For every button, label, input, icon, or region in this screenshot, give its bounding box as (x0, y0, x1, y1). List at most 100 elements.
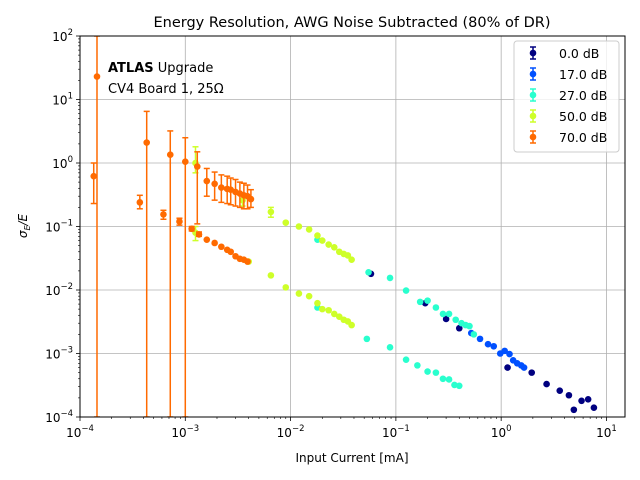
legend-marker-icon (529, 133, 537, 141)
y-label-sigma: σ (16, 230, 30, 238)
series-0-0-dB (367, 270, 598, 414)
data-point (424, 297, 431, 304)
data-point (570, 406, 578, 414)
data-point (314, 232, 321, 239)
legend-item: 17.0 dB (529, 67, 607, 82)
legend-label: 17.0 dB (559, 67, 607, 82)
data-point (365, 268, 372, 276)
series-17-0-dB (467, 329, 528, 371)
x-tick-label: 10−4 (66, 424, 94, 440)
data-point (195, 231, 203, 238)
data-point (402, 287, 410, 294)
data-point (452, 316, 460, 324)
data-point (181, 158, 189, 165)
legend-box (513, 40, 620, 153)
data-point (267, 208, 275, 216)
data-point (247, 195, 255, 203)
data-point (90, 172, 98, 180)
annotations: ATLAS Upgrade CV4 Board 1, 25Ω (108, 61, 224, 97)
data-point (439, 310, 447, 318)
data-point (455, 324, 463, 332)
data-point (414, 362, 421, 369)
data-point (504, 364, 511, 371)
data-point (578, 397, 585, 405)
data-point (93, 73, 101, 80)
legend-marker-icon (529, 49, 537, 57)
data-point (318, 305, 326, 313)
data-point (193, 163, 201, 170)
legend-label: 50.0 dB (559, 109, 607, 124)
data-point (305, 226, 313, 233)
y-axis-label: σE/E (16, 213, 32, 238)
data-point (136, 199, 144, 206)
data-point (218, 184, 225, 191)
x-tick-label: 10−1 (382, 424, 410, 440)
data-point (445, 376, 453, 383)
data-point (295, 290, 303, 297)
data-point (282, 219, 290, 226)
y-tick-label: 10−2 (45, 282, 73, 298)
data-point (543, 380, 550, 388)
data-point (386, 274, 394, 282)
legend-label: 70.0 dB (559, 130, 607, 145)
x-axis-label: Input Current [mA] (295, 451, 408, 465)
series-70-0-dB (90, 36, 255, 417)
data-point (348, 321, 355, 329)
data-point (282, 284, 290, 291)
data-point (506, 350, 513, 358)
data-point (325, 306, 332, 314)
data-point (455, 382, 463, 390)
data-point (584, 395, 592, 403)
data-point (348, 256, 355, 264)
x-tick-label: 100 (491, 424, 512, 440)
legend-item: 50.0 dB (529, 109, 607, 124)
annotation-board: CV4 Board 1, 25Ω (108, 82, 224, 97)
y-tick-label: 10−4 (45, 409, 73, 425)
annotation-atlas-text: Upgrade (154, 61, 214, 76)
x-tick-label: 10−3 (171, 424, 199, 440)
y-tick-label: 100 (52, 155, 73, 171)
y-label-tail: /E (16, 213, 30, 226)
axis-ticks: 10−4 10−3 10−2 10−1 100 101 102 101 100 10−1 10−2 1… (45, 28, 617, 440)
data-point (330, 244, 338, 251)
data-point (439, 375, 447, 383)
annotation-atlas-bold: ATLAS (108, 61, 154, 76)
data-point (565, 391, 573, 399)
legend-marker-icon (529, 112, 537, 120)
data-point (143, 139, 150, 146)
annotation-atlas: ATLAS Upgrade (108, 61, 213, 76)
data-point (227, 248, 235, 256)
data-point (556, 387, 564, 394)
data-point (318, 237, 326, 244)
data-point (325, 241, 332, 248)
series-layer (90, 36, 598, 417)
data-point (484, 340, 492, 348)
data-point (470, 331, 478, 338)
legend-item: 0.0 dB (529, 46, 599, 61)
data-point (295, 223, 303, 230)
data-point (330, 310, 338, 318)
data-point (445, 310, 453, 318)
data-point (424, 368, 431, 375)
chart-title: Energy Resolution, AWG Noise Subtracted … (154, 15, 551, 31)
data-point (176, 218, 183, 225)
x-tick-label: 101 (596, 424, 617, 440)
data-point (466, 322, 473, 330)
data-point (386, 344, 394, 351)
legend-item: 70.0 dB (529, 130, 607, 145)
data-point (203, 177, 211, 185)
data-point (520, 364, 528, 371)
legend-label: 0.0 dB (559, 46, 599, 61)
data-point (432, 369, 440, 376)
data-point (203, 236, 211, 243)
data-point (305, 292, 313, 300)
data-point (160, 211, 167, 218)
legend: 0.0 dB 17.0 dB 27.0 dB 50.0 dB 70.0 dB (513, 40, 620, 153)
series-50-0-dB (192, 146, 355, 329)
data-point (344, 252, 352, 259)
legend-label: 27.0 dB (559, 88, 607, 103)
y-tick-label: 10−1 (45, 219, 73, 235)
data-point (476, 335, 484, 343)
data-point (363, 335, 371, 343)
data-point (501, 347, 508, 355)
